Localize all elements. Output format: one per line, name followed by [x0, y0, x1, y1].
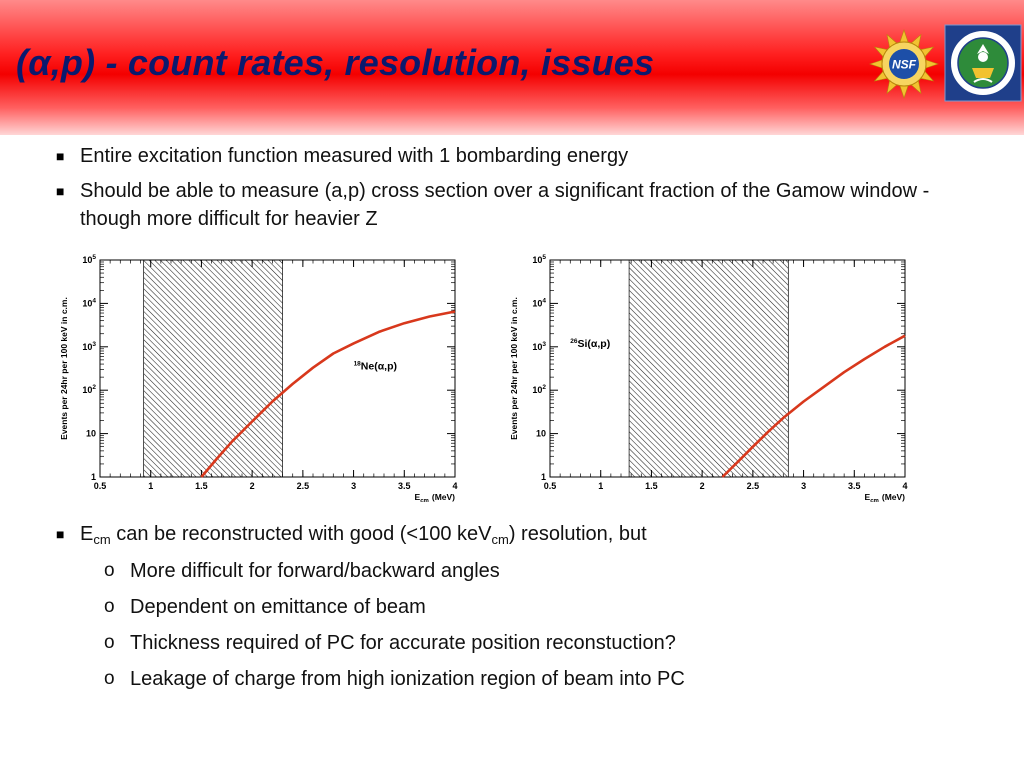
y-tick-label: 105: [82, 254, 96, 265]
y-tick-label: 1: [541, 472, 546, 482]
y-tick-label: 10: [86, 429, 96, 439]
series-line: [721, 334, 906, 478]
x-tick-label: 4: [902, 481, 907, 491]
square-bullet-icon: ■: [56, 148, 65, 164]
subscript: cm: [93, 532, 111, 547]
sub-list-item: o Thickness required of PC for accurate …: [104, 629, 904, 657]
plot-frame: [99, 259, 456, 478]
y-tick-exponent: 2: [542, 384, 546, 391]
bottom-bullet-list: ■ Ecm can be reconstructed with good (<1…: [56, 520, 956, 548]
ne18-rate-chart: 0.5 1 1.5 2 2.5 3 3.5 4 1 10 102 103 104 105 Events pe…: [50, 252, 470, 502]
x-tick-label: 3: [801, 481, 806, 491]
x-tick-label: 1: [598, 481, 603, 491]
y-axis-label: Events per 24hr per 100 keV in c.m.: [509, 297, 519, 440]
hatched-region: [143, 259, 283, 478]
x-tick-label: 1: [148, 481, 153, 491]
x-axis-label: Ecm (MeV): [415, 492, 456, 502]
x-tick-label: 0.5: [94, 481, 107, 491]
bullet-text: Entire excitation function measured with…: [80, 145, 629, 167]
y-tick-label: 104: [532, 297, 546, 308]
top-bullet-list: ■ Entire excitation function measured wi…: [56, 142, 956, 240]
list-item: ■ Ecm can be reconstructed with good (<1…: [56, 520, 956, 548]
list-item: ■ Should be able to measure (a,p) cross …: [56, 177, 956, 233]
x-axis-label-main: E: [415, 492, 421, 502]
x-tick-label: 2.5: [747, 481, 760, 491]
y-tick-exponent: 5: [542, 254, 546, 261]
text-fragment: ) resolution, but: [508, 523, 647, 545]
x-tick-label: 2: [700, 481, 705, 491]
x-tick-label: 2: [250, 481, 255, 491]
annotation-label: Si(α,p): [578, 338, 611, 350]
y-tick-label: 103: [82, 341, 96, 352]
x-tick-label: 3: [351, 481, 356, 491]
title-banner: (α,p) - count rates, resolution, issues …: [0, 0, 1024, 135]
x-tick-label: 0.5: [544, 481, 557, 491]
y-tick-exponent: 2: [92, 384, 96, 391]
sub-bullet-text: Thickness required of PC for accurate po…: [130, 632, 676, 654]
square-bullet-icon: ■: [56, 183, 65, 199]
y-tick-exponent: 3: [92, 341, 96, 348]
bullet-text: Ecm can be reconstructed with good (<100…: [80, 523, 647, 547]
y-tick-label: 103: [532, 341, 546, 352]
y-tick-exponent: 3: [542, 341, 546, 348]
sub-bullet-text: More difficult for forward/backward angl…: [130, 560, 500, 582]
circle-bullet-icon: o: [104, 596, 115, 617]
nsf-logo-text: NSF: [892, 58, 917, 72]
circle-bullet-icon: o: [104, 632, 115, 653]
x-axis-label-main: E: [865, 492, 871, 502]
subscript: cm: [491, 532, 509, 547]
x-tick-label: 3.5: [398, 481, 411, 491]
square-bullet-icon: ■: [56, 526, 65, 542]
reaction-annotation: 18Ne(α,p): [354, 360, 397, 372]
annotation-label: Ne(α,p): [361, 360, 397, 372]
y-tick-label: 104: [82, 297, 96, 308]
nsf-logo-icon: NSF: [869, 29, 939, 99]
y-tick-label: 102: [532, 384, 546, 395]
text-fragment: E: [80, 523, 94, 545]
annotation-mass-number: 26: [570, 338, 578, 345]
x-axis-label-sub: cm: [420, 499, 429, 503]
y-tick-label: 1: [91, 472, 96, 482]
doe-seal-icon: [944, 24, 1022, 102]
y-tick-exponent: 4: [92, 297, 96, 304]
circle-bullet-icon: o: [104, 668, 115, 689]
circle-bullet-icon: o: [104, 560, 115, 581]
sub-bullet-text: Dependent on emittance of beam: [130, 596, 426, 618]
y-tick-label: 105: [532, 254, 546, 265]
x-axis-label-sub: cm: [870, 499, 879, 503]
hatched-region: [628, 259, 789, 478]
y-axis-label: Events per 24hr per 100 keV in c.m.: [59, 297, 69, 440]
x-axis-label-unit: (MeV): [432, 492, 455, 502]
x-axis-label: Ecm (MeV): [865, 492, 906, 502]
x-axis-label-unit: (MeV): [882, 492, 905, 502]
x-tick-label: 1.5: [195, 481, 208, 491]
y-tick-label: 102: [82, 384, 96, 395]
y-tick-exponent: 4: [542, 297, 546, 304]
x-tick-label: 1.5: [645, 481, 658, 491]
list-item: ■ Entire excitation function measured wi…: [56, 142, 956, 170]
sub-list-item: o Leakage of charge from high ionization…: [104, 665, 904, 693]
x-tick-label: 3.5: [848, 481, 861, 491]
sub-list-item: o More difficult for forward/backward an…: [104, 557, 904, 585]
x-tick-label: 2.5: [297, 481, 310, 491]
y-tick-label: 10: [536, 429, 546, 439]
sub-list-item: o Dependent on emittance of beam: [104, 593, 904, 621]
y-tick-exponent: 5: [92, 254, 96, 261]
sub-bullet-text: Leakage of charge from high ionization r…: [130, 668, 685, 690]
x-tick-label: 4: [452, 481, 457, 491]
plot-frame: [549, 259, 906, 478]
reaction-annotation: 26Si(α,p): [570, 338, 610, 350]
series-line: [200, 310, 456, 478]
bullet-text: Should be able to measure (a,p) cross se…: [80, 180, 930, 230]
annotation-mass-number: 18: [354, 360, 362, 367]
slide-title: (α,p) - count rates, resolution, issues: [16, 42, 655, 83]
si26-rate-chart: 0.5 1 1.5 2 2.5 3 3.5 4 1 10 102 103 104 105 Events pe…: [500, 252, 920, 502]
text-fragment: can be reconstructed with good (<100 keV: [110, 523, 492, 545]
sub-bullet-list: o More difficult for forward/backward an…: [104, 557, 904, 701]
